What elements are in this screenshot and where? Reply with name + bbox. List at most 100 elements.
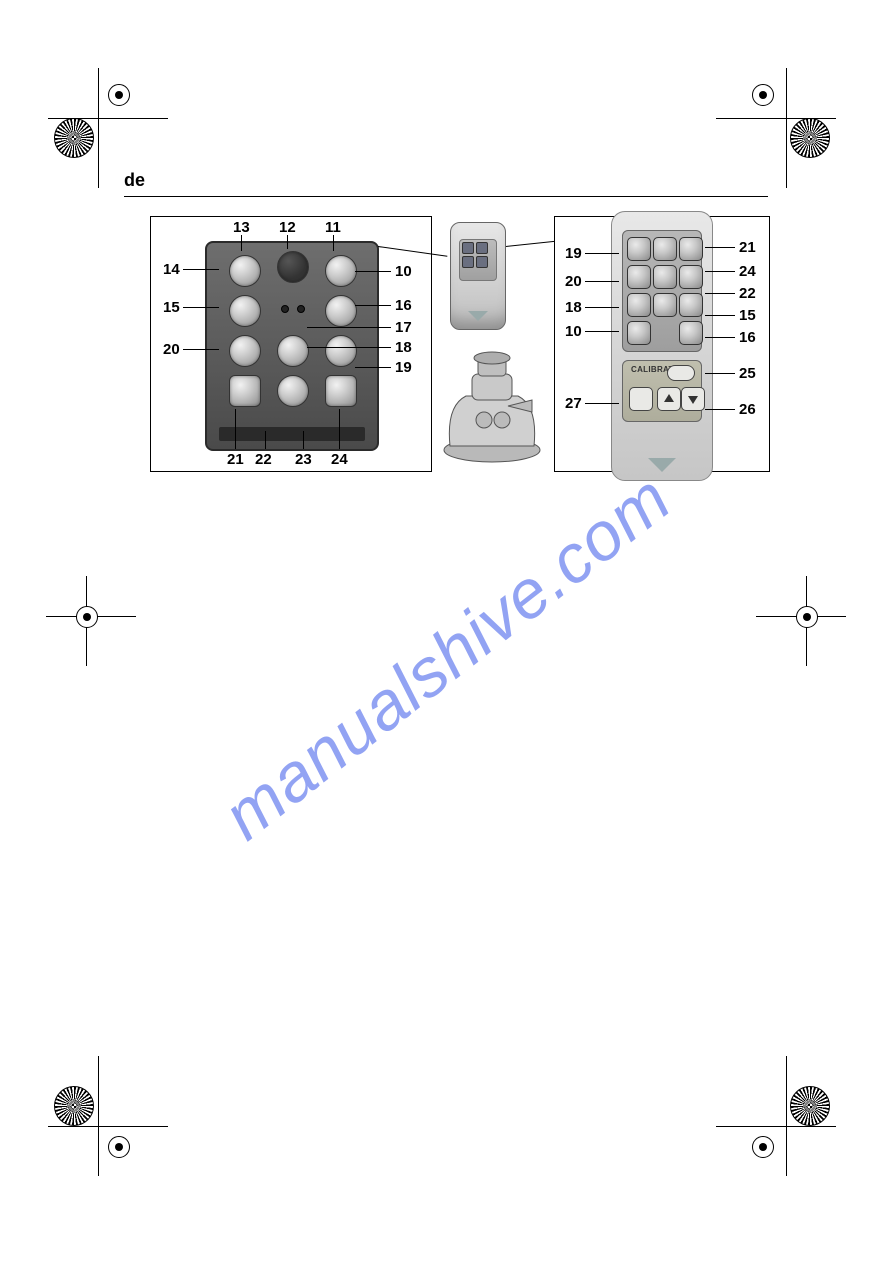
calibrate-indicator	[667, 365, 695, 381]
leader-line	[355, 305, 391, 306]
callout-number: 24	[739, 263, 756, 280]
callout-number: 10	[565, 323, 582, 340]
callout-number: 15	[163, 299, 180, 316]
leader-line	[705, 409, 735, 410]
regmark-bot-right	[746, 1086, 826, 1166]
leader-line	[585, 331, 619, 332]
leader-line	[333, 235, 334, 251]
diagram-area: 13 12 11 14 15 20 10 16 17 18 19 21 22 2…	[150, 216, 770, 476]
callout-number: 16	[739, 329, 756, 346]
remote-button	[627, 293, 651, 317]
leader-line	[307, 347, 391, 348]
rc-led	[297, 305, 305, 313]
remote-button	[627, 237, 651, 261]
rc-button	[229, 375, 261, 407]
rc-button	[325, 375, 357, 407]
callout-number: 13	[233, 219, 250, 236]
callout-number: 14	[163, 261, 180, 278]
regmark-top-left	[58, 78, 138, 158]
leader-line	[705, 293, 735, 294]
mini-remote-pad	[459, 239, 497, 281]
rc-button	[277, 375, 309, 407]
leader-line	[183, 269, 219, 270]
calibrate-button	[629, 387, 653, 411]
leader-line	[287, 235, 288, 249]
rc-button	[277, 251, 309, 283]
page-lang-label: de	[124, 170, 145, 191]
tall-remote: CALIBRATE	[611, 211, 713, 481]
callout-number: 18	[565, 299, 582, 316]
remote-button	[653, 237, 677, 261]
regmark-top-right	[746, 78, 826, 158]
calibrate-up-button	[657, 387, 681, 411]
rc-button	[229, 295, 261, 327]
watermark: manualshive.com	[208, 459, 685, 855]
leader-line	[339, 409, 340, 449]
rc-button	[325, 335, 357, 367]
remote-button	[627, 321, 651, 345]
callout-number: 10	[395, 263, 412, 280]
rc-button	[325, 255, 357, 287]
rc-button	[229, 335, 261, 367]
down-arrow-icon	[468, 311, 488, 321]
leader-line	[585, 281, 619, 282]
callout-number: 24	[331, 451, 348, 468]
callout-number: 21	[739, 239, 756, 256]
header-rule	[124, 196, 768, 197]
leader-line	[585, 253, 619, 254]
callout-number: 12	[279, 219, 296, 236]
calibrate-section: CALIBRATE	[622, 360, 702, 422]
mini-button	[476, 256, 488, 268]
leader-line	[705, 373, 735, 374]
regmark-mid-left	[46, 576, 126, 656]
callout-number: 11	[325, 219, 341, 236]
remote-button	[679, 321, 703, 345]
leader-line	[355, 271, 391, 272]
laser-device	[436, 346, 548, 464]
rc-button	[229, 255, 261, 287]
leader-line	[705, 315, 735, 316]
left-panel-frame: 13 12 11 14 15 20 10 16 17 18 19 21 22 2…	[150, 216, 432, 472]
mini-button	[462, 256, 474, 268]
rc-led	[281, 305, 289, 313]
tall-remote-pad	[622, 230, 702, 352]
leader-line	[303, 431, 304, 449]
remote-button	[627, 265, 651, 289]
remote-button	[679, 265, 703, 289]
callout-number: 22	[255, 451, 272, 468]
callout-number: 25	[739, 365, 756, 382]
leader-line	[355, 367, 391, 368]
leader-line	[183, 307, 219, 308]
down-arrow-icon	[648, 458, 676, 472]
mini-remote	[450, 222, 506, 330]
callout-number: 19	[565, 245, 582, 262]
remote-button	[653, 265, 677, 289]
calibrate-down-button	[681, 387, 705, 411]
callout-number: 23	[295, 451, 312, 468]
leader-line	[585, 307, 619, 308]
leader-line	[705, 337, 735, 338]
remote-button	[653, 293, 677, 317]
callout-number: 15	[739, 307, 756, 324]
remote-button	[679, 237, 703, 261]
callout-number: 22	[739, 285, 756, 302]
callout-number: 18	[395, 339, 412, 356]
leader-line	[585, 403, 619, 404]
callout-number: 27	[565, 395, 582, 412]
regmark-mid-right	[766, 576, 846, 656]
regmark-bot-left	[58, 1086, 138, 1166]
remote-control-front	[205, 241, 379, 451]
rc-button	[277, 335, 309, 367]
callout-number: 26	[739, 401, 756, 418]
leader-line	[241, 235, 242, 251]
callout-number: 20	[163, 341, 180, 358]
callout-number: 17	[395, 319, 412, 336]
leader-line	[705, 247, 735, 248]
leader-line	[705, 271, 735, 272]
leader-line	[235, 409, 236, 449]
leader-line	[265, 431, 266, 449]
callout-number: 19	[395, 359, 412, 376]
mini-button	[462, 242, 474, 254]
remote-button	[679, 293, 703, 317]
leader-line	[183, 349, 219, 350]
